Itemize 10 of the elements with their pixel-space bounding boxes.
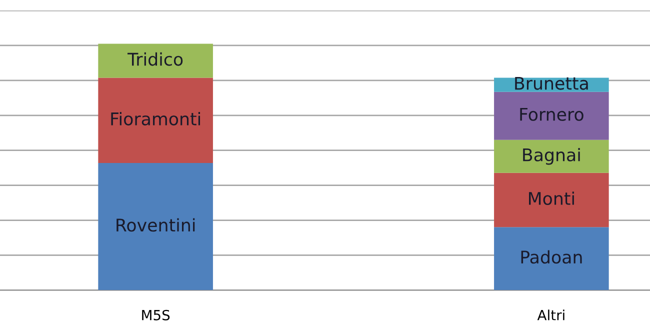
series-label: Tridico [128,52,183,66]
x-tick-label: M5S [142,310,170,320]
series-label: Roventini [116,218,195,232]
series-label: Fioramonti [111,112,200,126]
series-label: Brunetta [515,76,588,90]
series-label: Monti [529,192,574,206]
x-tick-label: Altri [537,310,564,320]
series-label: Padoan [521,250,582,264]
series-label: Fornero [520,108,584,121]
series-label: Bagnai [523,148,580,165]
